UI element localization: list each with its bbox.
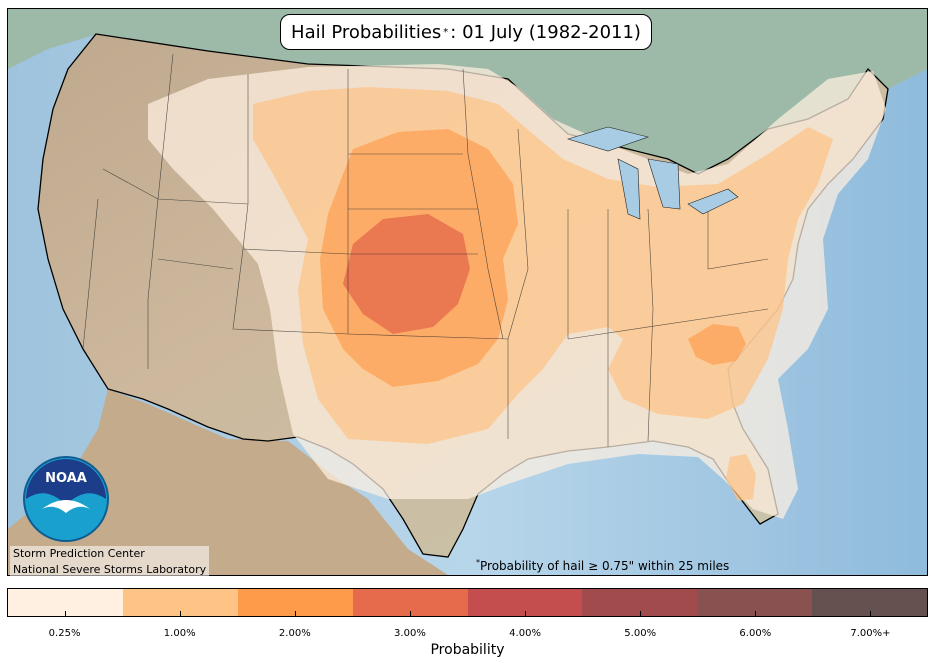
- colorbar-tick: 1.00%: [122, 611, 237, 647]
- map-panel: [7, 8, 928, 576]
- colorbar-tick-label: 3.00%: [394, 628, 426, 639]
- mexico-region: [8, 389, 448, 575]
- colorbar-tick-label: 7.00%+: [850, 628, 891, 639]
- colorbar-tick-label: 4.00%: [509, 628, 541, 639]
- colorbar-segment: [697, 589, 813, 616]
- footnote-text: Probability of hail ≥ 0.75" within 25 mi…: [480, 559, 730, 573]
- state-borders: [82, 53, 769, 447]
- colorbar-ticks: 0.25% 1.00% 2.00% 3.00% 4.00% 5.00% 6.00% 7.00%…: [7, 611, 928, 647]
- map-title: Hail Probabilities *: 01 July (1982-2011): [280, 14, 652, 50]
- colorbar-tick: 5.00%: [583, 611, 698, 647]
- title-suffix: : 01 July (1982-2011): [450, 21, 641, 43]
- colorbar-tick: 7.00%+: [813, 611, 928, 647]
- probability-contour-3-00: [343, 214, 470, 334]
- colorbar-tick: 0.25%: [7, 611, 122, 647]
- colorbar-tick: 6.00%: [698, 611, 813, 647]
- colorbar-tick-label: 0.25%: [48, 628, 81, 639]
- credit-line-2: National Severe Storms Laboratory: [10, 562, 210, 578]
- colorbar-segment: [812, 589, 927, 616]
- colorbar-segment: [467, 589, 583, 616]
- probability-contour-1-00-florida: [726, 454, 756, 501]
- probability-contour-2-00-east: [688, 324, 746, 365]
- logo-text: NOAA: [45, 471, 87, 486]
- canada-region: [8, 9, 927, 174]
- seagull-icon: [42, 500, 90, 513]
- credit-line-1: Storm Prediction Center: [10, 546, 210, 562]
- colorbar: [7, 588, 928, 617]
- noaa-logo: NOAA: [23, 456, 109, 542]
- credits: Storm Prediction Center National Severe …: [10, 546, 210, 578]
- colorbar-tick-label: 5.00%: [624, 628, 657, 639]
- colorbar-tick: 4.00%: [468, 611, 583, 647]
- title-marker: *: [443, 26, 449, 38]
- title-prefix: Hail Probabilities: [291, 21, 442, 43]
- colorbar-tick-label: 1.00%: [163, 628, 196, 639]
- colorbar-tick: 3.00%: [352, 611, 467, 647]
- footnote-marker: *: [476, 558, 480, 567]
- hail-probability-map: [8, 9, 927, 575]
- great-lakes: [566, 126, 739, 220]
- colorbar-tick: 2.00%: [237, 611, 352, 647]
- colorbar-tick-label: 6.00%: [739, 628, 772, 639]
- footnote: *Probability of hail ≥ 0.75" within 25 m…: [476, 558, 729, 573]
- colorbar-label: Probability: [430, 642, 505, 658]
- colorbar-segment: [582, 589, 698, 616]
- colorbar-tick-label: 2.00%: [278, 628, 311, 639]
